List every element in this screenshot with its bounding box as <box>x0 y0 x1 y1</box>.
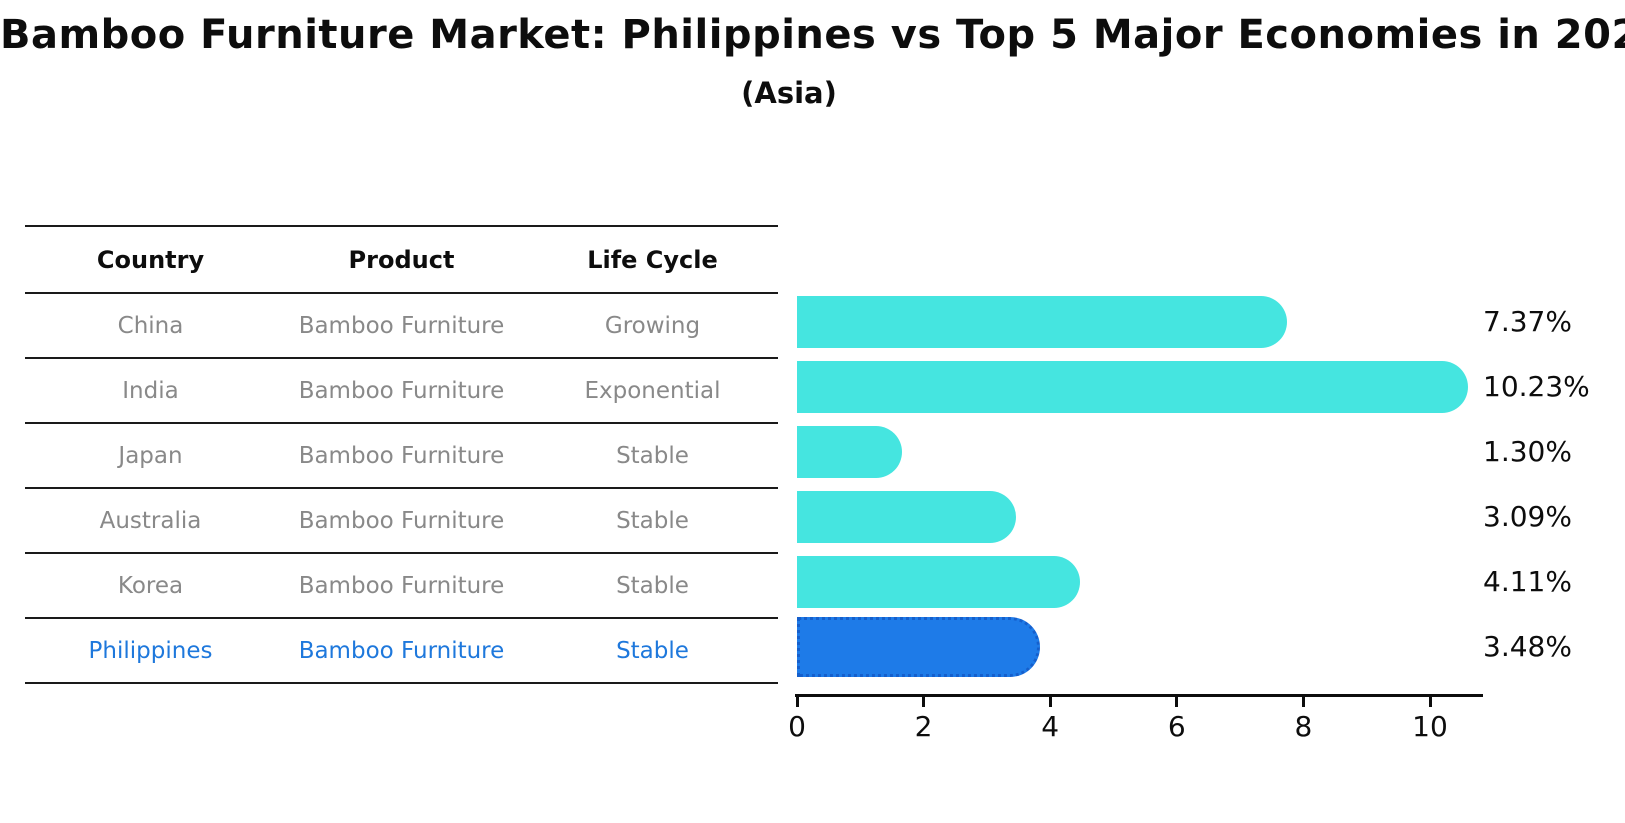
bar-japan <box>797 426 902 478</box>
x-tick-label-6: 6 <box>1167 710 1186 743</box>
chart-subtitle: (Asia) <box>741 76 837 110</box>
table-header-row: Country Product Life Cycle <box>25 225 778 294</box>
comparison-table: Country Product Life Cycle China Bamboo Fur… <box>25 225 778 684</box>
table-row-korea: Korea Bamboo Furniture Stable <box>25 553 778 619</box>
value-label-australia: 3.09% <box>1483 500 1572 533</box>
x-tick-mark-10 <box>1428 697 1432 707</box>
table-row-china: China Bamboo Furniture Growing <box>25 293 778 359</box>
x-tick-label-2: 2 <box>914 710 933 743</box>
cell-country: Philippines <box>25 618 276 684</box>
value-label-korea: 4.11% <box>1483 565 1572 598</box>
table-row-india: India Bamboo Furniture Exponential <box>25 358 778 424</box>
table-header: Country Product Life Cycle <box>25 225 778 294</box>
cell-country: Korea <box>25 553 276 619</box>
bar-philippines <box>797 617 1040 677</box>
chart-title: Bamboo Furniture Market: Philippines vs … <box>0 12 1625 58</box>
x-tick-mark-4 <box>1048 697 1052 707</box>
x-tick-label-4: 4 <box>1041 710 1060 743</box>
value-label-japan: 1.30% <box>1483 435 1572 468</box>
bar-korea <box>797 556 1080 608</box>
x-tick-label-0: 0 <box>788 710 806 743</box>
cell-product: Bamboo Furniture <box>276 488 527 554</box>
table-body: China Bamboo Furniture Growing India Bamboo … <box>25 293 778 684</box>
value-label-india: 10.23% <box>1483 370 1590 403</box>
x-tick-mark-6 <box>1175 697 1179 707</box>
cell-product: Bamboo Furniture <box>276 618 527 684</box>
cell-life-cycle: Stable <box>527 488 778 554</box>
cell-country: Japan <box>25 423 276 489</box>
column-header-life-cycle: Life Cycle <box>527 225 778 294</box>
table-row-philippines: Philippines Bamboo Furniture Stable <box>25 618 778 684</box>
value-label-china: 7.37% <box>1483 305 1572 338</box>
cell-product: Bamboo Furniture <box>276 293 527 359</box>
cell-country: China <box>25 293 276 359</box>
x-tick-mark-8 <box>1301 697 1305 707</box>
value-label-philippines: 3.48% <box>1483 630 1572 663</box>
bar-australia <box>797 491 1016 543</box>
column-header-product: Product <box>276 225 527 294</box>
x-tick-mark-0 <box>795 697 799 707</box>
x-tick-mark-2 <box>922 697 926 707</box>
x-tick-label-8: 8 <box>1294 710 1313 743</box>
cell-life-cycle: Stable <box>527 553 778 619</box>
cell-country: India <box>25 358 276 424</box>
column-header-country: Country <box>25 225 276 294</box>
cell-life-cycle: Growing <box>527 293 778 359</box>
cell-product: Bamboo Furniture <box>276 553 527 619</box>
cell-life-cycle: Stable <box>527 423 778 489</box>
cell-life-cycle: Stable <box>527 618 778 684</box>
x-axis-line <box>795 694 1483 697</box>
bar-china <box>797 296 1287 348</box>
table-row-australia: Australia Bamboo Furniture Stable <box>25 488 778 554</box>
bar-india <box>797 361 1468 413</box>
cell-life-cycle: Exponential <box>527 358 778 424</box>
cell-country: Australia <box>25 488 276 554</box>
table-row-japan: Japan Bamboo Furniture Stable <box>25 423 778 489</box>
cell-product: Bamboo Furniture <box>276 423 527 489</box>
x-tick-label-10: 10 <box>1412 710 1448 743</box>
cell-product: Bamboo Furniture <box>276 358 527 424</box>
